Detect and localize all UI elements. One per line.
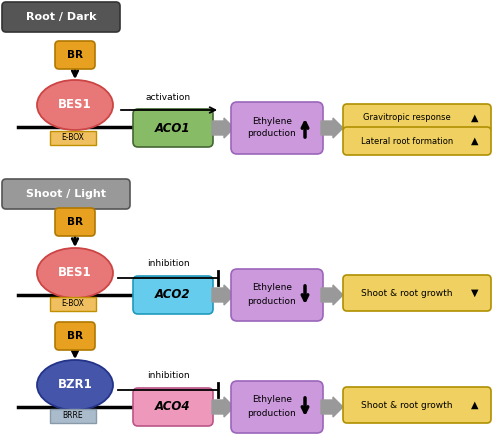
Text: ▲: ▲ <box>471 113 479 123</box>
Text: BES1: BES1 <box>58 266 92 279</box>
Text: BRRE: BRRE <box>62 412 84 421</box>
FancyArrow shape <box>321 285 343 305</box>
FancyBboxPatch shape <box>343 127 491 155</box>
FancyArrow shape <box>212 118 234 138</box>
FancyBboxPatch shape <box>133 276 213 314</box>
Text: inhibition: inhibition <box>146 371 190 380</box>
Text: ▲: ▲ <box>471 136 479 146</box>
Text: Shoot & root growth: Shoot & root growth <box>361 401 453 409</box>
FancyBboxPatch shape <box>343 275 491 311</box>
Text: ACO4: ACO4 <box>155 401 191 413</box>
Text: Shoot & root growth: Shoot & root growth <box>361 288 453 298</box>
FancyBboxPatch shape <box>2 179 130 209</box>
Text: ▲: ▲ <box>471 400 479 410</box>
Bar <box>50 297 96 311</box>
Text: Ethylene: Ethylene <box>252 283 292 292</box>
Ellipse shape <box>37 360 113 410</box>
Text: ACO2: ACO2 <box>155 288 191 301</box>
FancyBboxPatch shape <box>55 41 95 69</box>
FancyBboxPatch shape <box>55 322 95 350</box>
Text: activation: activation <box>146 93 190 102</box>
FancyArrow shape <box>212 397 234 417</box>
Bar <box>50 131 96 145</box>
Text: production: production <box>248 296 296 305</box>
Text: BR: BR <box>67 331 83 341</box>
Text: Lateral root formation: Lateral root formation <box>361 136 453 146</box>
Text: production: production <box>248 409 296 417</box>
FancyBboxPatch shape <box>343 104 491 132</box>
Text: ACO1: ACO1 <box>155 122 191 135</box>
FancyBboxPatch shape <box>231 381 323 433</box>
FancyBboxPatch shape <box>133 388 213 426</box>
Ellipse shape <box>37 248 113 298</box>
Text: inhibition: inhibition <box>146 258 190 267</box>
Text: Root / Dark: Root / Dark <box>26 12 96 22</box>
Text: Ethylene: Ethylene <box>252 117 292 126</box>
Text: BZR1: BZR1 <box>58 379 92 392</box>
Text: Shoot / Light: Shoot / Light <box>26 189 106 199</box>
FancyBboxPatch shape <box>231 269 323 321</box>
Ellipse shape <box>37 80 113 130</box>
FancyBboxPatch shape <box>2 2 120 32</box>
Text: production: production <box>248 130 296 139</box>
Text: BES1: BES1 <box>58 98 92 111</box>
Text: E-BOX: E-BOX <box>62 299 84 308</box>
FancyArrow shape <box>212 285 234 305</box>
FancyArrow shape <box>321 397 343 417</box>
Text: Ethylene: Ethylene <box>252 396 292 405</box>
Text: E-BOX: E-BOX <box>62 134 84 143</box>
Bar <box>50 409 96 423</box>
FancyArrow shape <box>321 118 343 138</box>
FancyBboxPatch shape <box>343 387 491 423</box>
Text: ▼: ▼ <box>471 288 479 298</box>
FancyBboxPatch shape <box>55 208 95 236</box>
Text: BR: BR <box>67 50 83 60</box>
FancyBboxPatch shape <box>133 109 213 147</box>
Text: BR: BR <box>67 217 83 227</box>
FancyBboxPatch shape <box>231 102 323 154</box>
Text: Gravitropic response: Gravitropic response <box>363 114 451 122</box>
